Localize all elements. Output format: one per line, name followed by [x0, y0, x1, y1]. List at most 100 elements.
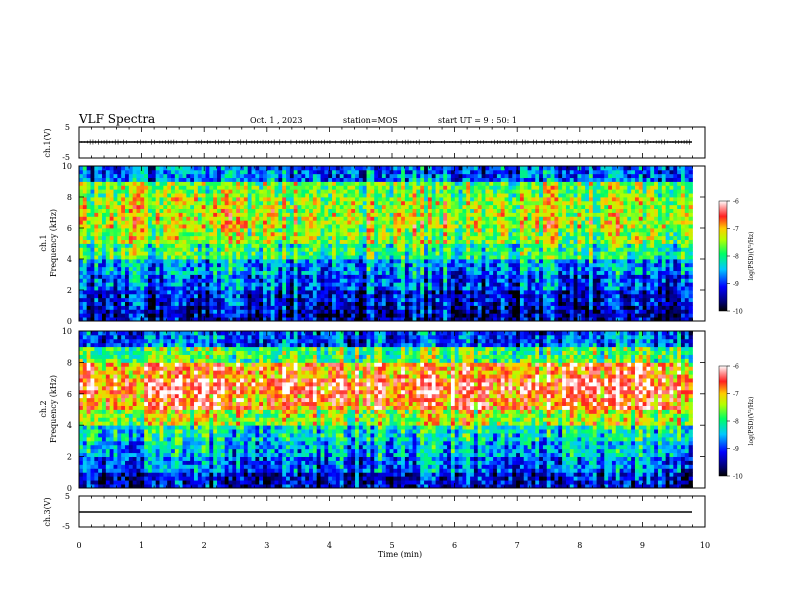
- spectrogram-cell: [320, 208, 325, 213]
- spectrogram-cell: [297, 185, 302, 190]
- spectrogram-cell: [454, 278, 459, 283]
- spectrogram-cell: [201, 255, 206, 260]
- spectrogram-cell: [450, 286, 456, 291]
- spectrogram-cell: [366, 185, 371, 190]
- spectrogram-cell: [385, 189, 390, 194]
- spectrogram-cell: [194, 200, 199, 206]
- spectrogram-cell: [251, 278, 256, 283]
- spectrogram-cell: [109, 228, 114, 233]
- spectrogram-cell: [316, 282, 321, 287]
- spectrogram-cell: [86, 313, 91, 318]
- spectrogram-cell: [351, 173, 356, 179]
- spectrogram-cell: [389, 216, 394, 221]
- spectrogram-cell: [378, 270, 383, 275]
- spectrogram-cell: [516, 247, 521, 252]
- spectrogram-cell: [389, 231, 394, 237]
- spectrogram-cell: [282, 286, 287, 291]
- spectrogram-cell: [94, 216, 99, 221]
- spectrogram-cell: [82, 251, 88, 256]
- spectrogram-cell: [512, 259, 517, 264]
- spectrogram-cell: [247, 297, 252, 303]
- spectrogram-cell: [240, 177, 245, 182]
- spectrogram-cell: [516, 293, 521, 299]
- spectrogram-cell: [351, 239, 356, 244]
- spectrogram-cell: [186, 224, 191, 229]
- spectrogram-cell: [496, 305, 502, 310]
- spectrogram-cell: [90, 173, 95, 179]
- spectrogram-cell: [128, 243, 134, 248]
- spectrogram-cell: [431, 193, 436, 198]
- spectrogram-cell: [278, 259, 283, 264]
- spectrogram-cell: [447, 235, 452, 241]
- spectrogram-cell: [404, 239, 410, 244]
- spectrogram-cell: [197, 235, 203, 241]
- spectrogram-cell: [512, 181, 517, 186]
- spectrogram-cell: [470, 235, 475, 241]
- spectrogram-cell: [320, 216, 325, 221]
- spectrogram-cell: [197, 286, 203, 291]
- spectrogram-cell: [159, 197, 164, 202]
- spectrogram-cell: [263, 228, 268, 233]
- spectrogram-cell: [473, 247, 479, 252]
- spectrogram-cell: [427, 293, 433, 299]
- spectrogram-cell: [473, 216, 479, 221]
- spectrogram-cell: [324, 169, 329, 175]
- spectrogram-cell: [301, 317, 306, 322]
- spectrogram-cell: [113, 278, 118, 283]
- spectrogram-cell: [220, 231, 226, 237]
- spectrogram-cell: [324, 197, 329, 202]
- spectrogram-cell: [79, 185, 84, 190]
- spectrogram-cell: [450, 290, 456, 295]
- spectrogram-cell: [316, 251, 321, 256]
- spectrogram-cell: [255, 197, 260, 202]
- spectrogram-cell: [159, 259, 164, 264]
- spectrogram-cell: [466, 286, 471, 291]
- spectrogram-cell: [435, 259, 440, 264]
- spectrogram-cell: [178, 309, 183, 314]
- spectrogram-cell: [439, 274, 444, 279]
- spectrogram-cell: [289, 290, 295, 295]
- spectrogram-cell: [197, 204, 203, 210]
- spectrogram-cell: [424, 200, 429, 206]
- spectrogram-cell: [105, 274, 111, 279]
- spectrogram-cell: [485, 266, 490, 272]
- spectrogram-cell: [201, 282, 206, 287]
- spectrogram-cell: [121, 204, 126, 210]
- spectrogram-cell: [286, 297, 291, 303]
- spectrogram-cell: [343, 231, 348, 237]
- spectrogram-cell: [247, 266, 252, 272]
- spectrogram-cell: [194, 305, 199, 310]
- spectrogram-cell: [519, 169, 525, 175]
- spectrogram-cell: [424, 255, 429, 260]
- spectrogram-cell: [94, 243, 99, 248]
- spectrogram-cell: [370, 278, 375, 283]
- spectrogram-cell: [132, 282, 137, 287]
- spectrogram-cell: [404, 247, 410, 252]
- spectrogram-cell: [293, 197, 298, 202]
- spectrogram-cell: [466, 262, 471, 268]
- spectrogram-cell: [312, 185, 318, 190]
- spectrogram-cell: [404, 193, 410, 198]
- spectrogram-cell: [450, 262, 456, 268]
- spectrogram-cell: [381, 166, 387, 171]
- spectrogram-cell: [201, 297, 206, 303]
- spectrogram-cell: [316, 216, 321, 221]
- spectrogram-cell: [278, 317, 283, 322]
- spectrogram-cell: [489, 274, 494, 279]
- spectrogram-cell: [274, 185, 279, 190]
- spectrogram-cell: [439, 228, 444, 233]
- spectrogram-cell: [125, 251, 130, 256]
- spectrogram-cell: [347, 239, 352, 244]
- spectrogram-cell: [117, 200, 122, 206]
- spectrogram-cell: [274, 259, 279, 264]
- spectrogram-cell: [412, 243, 417, 248]
- spectrogram-cell: [259, 286, 264, 291]
- spectrogram-cell: [105, 313, 111, 318]
- spectrogram-cell: [493, 220, 498, 225]
- spectrogram-cell: [447, 255, 452, 260]
- spectrogram-cell: [251, 293, 256, 299]
- spectrogram-cell: [86, 169, 91, 175]
- spectrogram-cell: [351, 305, 356, 310]
- spectrogram-cell: [144, 290, 149, 295]
- spectrogram-cell: [397, 212, 402, 217]
